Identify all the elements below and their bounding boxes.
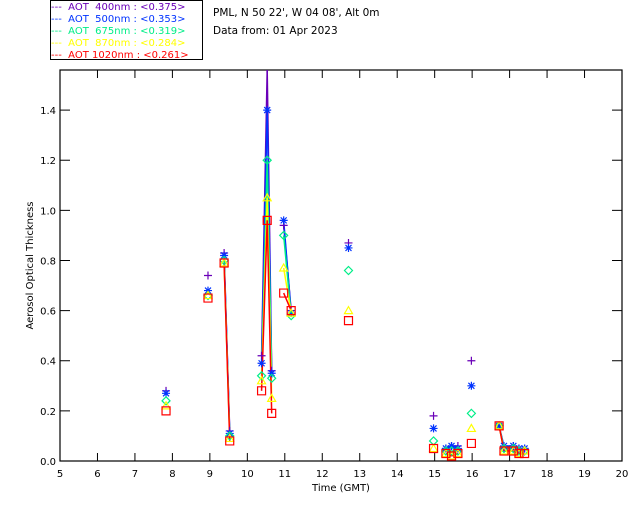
data-point-square [203,293,213,303]
data-point-square [494,421,504,431]
data-point-asterisk [495,421,504,430]
data-point-diamond [161,395,171,406]
data-point-square [279,288,289,298]
data-point-diamond [224,431,235,441]
x-tick-label: 7 [132,469,138,480]
data-point-asterisk [257,359,266,368]
data-point-asterisk [447,441,456,450]
legend-entry: --- AOT 500nm : <0.353> [51,14,186,25]
data-point-square [256,386,267,396]
date-info: Data from: 01 Apr 2023 [213,25,338,37]
data-point-square [441,448,451,459]
data-point-diamond [278,230,289,241]
data-point-square [446,451,457,461]
plot-frame [59,69,623,462]
data-point-triangle [498,445,510,455]
data-point-asterisk [267,369,276,378]
y-axis-label: Aerosol Optical Thickness [25,201,36,329]
y-tick-label: 0.6 [40,307,56,318]
legend-entry: --- AOT 1020nm : <0.261> [51,50,189,61]
data-point-diamond [343,265,354,276]
data-point-plus [203,271,212,280]
x-tick-label: 16 [466,469,479,480]
x-tick-label: 6 [94,469,100,480]
data-point-plus [257,351,266,360]
x-tick-label: 11 [278,469,291,480]
data-point-asterisk [520,444,529,453]
data-point-square [219,258,229,268]
x-tick-label: 5 [57,469,63,480]
data-point-square [343,316,354,326]
legend-entry: --- AOT 400nm : <0.375> [51,2,186,13]
data-point-square [466,438,476,449]
data-point-triangle [494,420,505,430]
x-tick-label: 19 [578,469,591,480]
data-point-triangle [466,423,477,433]
x-tick-label: 17 [503,469,516,480]
data-point-triangle [286,307,297,317]
data-point-asterisk [344,243,353,252]
data-point-square [519,448,530,459]
legend-entry: --- AOT 870nm : <0.284> [51,38,186,49]
x-tick-label: 14 [391,469,404,480]
data-point-triangle [224,433,235,443]
legend: --- AOT 400nm : <0.375> --- AOT 500nm : <… [50,0,203,61]
x-tick-label: 15 [428,469,441,480]
data-point-triangle [219,257,230,267]
legend-entry: --- AOT 675nm : <0.319> [51,26,186,37]
x-tick-label: 13 [353,469,366,480]
data-point-triangle [278,262,289,272]
x-tick-label: 20 [616,469,629,480]
data-point-square [225,436,235,446]
y-tick-label: 0.0 [40,457,56,468]
data-point-square [428,443,439,454]
data-point-square [508,446,518,456]
data-point-triangle [202,290,214,300]
y-tick-label: 0.4 [40,357,56,368]
series-line [282,292,292,311]
data-point-asterisk [467,381,476,390]
data-point-diamond [256,370,267,381]
series-line [223,262,231,441]
data-point-asterisk [279,216,288,225]
x-tick-label: 10 [241,469,254,480]
data-point-triangle [256,375,267,385]
data-point-plus [429,411,438,420]
x-tick-label: 9 [207,469,213,480]
data-point-asterisk [162,389,171,398]
data-point-square [161,406,171,416]
data-point-triangle [343,305,354,315]
data-point-diamond [262,155,273,166]
data-point-square [286,306,296,316]
x-tick-label: 12 [316,469,329,480]
data-point-asterisk [263,106,272,115]
data-point-diamond [266,373,277,384]
data-point-square [262,215,272,225]
data-point-triangle [266,393,277,402]
x-tick-label: 8 [169,469,175,480]
data-point-square [499,446,509,456]
y-tick-label: 0.8 [40,256,56,267]
x-tick-label: 18 [541,469,554,480]
data-point-triangle [160,400,172,410]
data-point-diamond [466,408,477,419]
data-point-asterisk [220,251,229,260]
data-point-triangle [428,443,439,453]
data-point-asterisk [287,309,296,318]
y-tick-label: 1.2 [40,156,56,167]
y-tick-label: 0.2 [40,407,56,418]
x-axis-label: Time (GMT) [311,483,370,494]
data-point-plus [467,356,476,365]
data-point-square [453,448,463,459]
data-point-square [267,408,277,418]
y-tick-label: 1.0 [40,206,56,217]
data-point-asterisk [429,424,438,433]
y-tick-label: 1.4 [40,106,56,117]
site-info: PML, N 50 22', W 04 08', Alt 0m [213,7,380,19]
data-point-triangle [262,192,273,202]
